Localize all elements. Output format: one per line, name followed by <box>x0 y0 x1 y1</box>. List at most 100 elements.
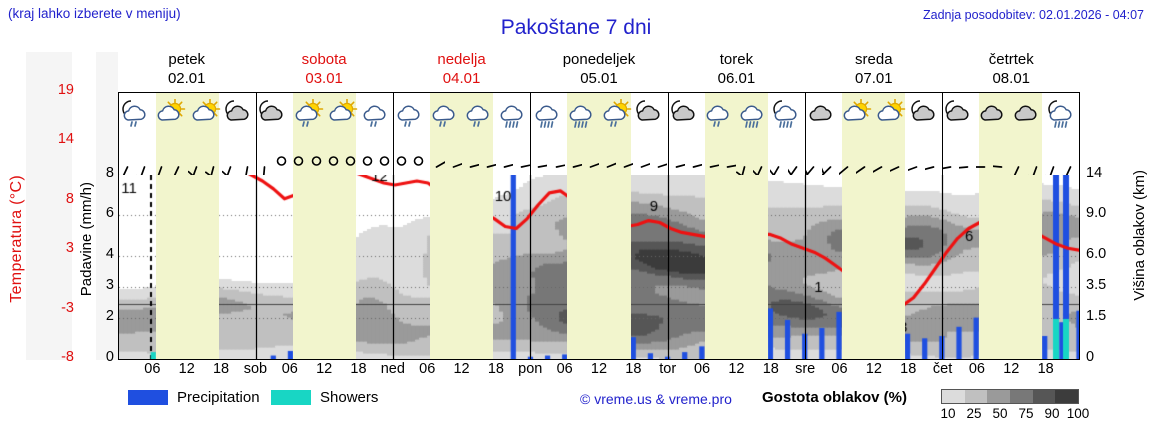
x-tick-label: 18 <box>625 361 642 377</box>
temperature-tick: 14 <box>57 131 74 148</box>
menu-note: (kraj lahko izberete v meniju) <box>8 6 181 21</box>
precipitation-legend-label: Precipitation <box>177 389 260 406</box>
legend-precipitation: Precipitation <box>128 389 260 406</box>
wind-barb <box>428 135 445 175</box>
precipitation-tick: 0 <box>105 349 114 365</box>
day-name: četrtek <box>988 51 1034 68</box>
cloud-drizzle-icon <box>359 93 393 135</box>
wind-barb <box>582 135 599 175</box>
day-date: 05.01 <box>580 70 618 87</box>
temperature-axis-title: Temperatura (°C) <box>8 175 25 303</box>
wind-barb <box>204 135 222 175</box>
wind-barb <box>633 135 651 175</box>
day-separator <box>941 135 943 175</box>
day-date: 07.01 <box>855 70 893 87</box>
cloud-icon <box>976 93 1010 135</box>
wind-barb <box>256 135 273 175</box>
x-tick-label: 18 <box>212 361 230 377</box>
wind-barb <box>616 135 634 175</box>
wind-barb <box>187 135 205 175</box>
cloudheight-axis-title: Višina oblakov (km) <box>1131 170 1148 301</box>
day-name: ponedeljek <box>562 51 636 68</box>
wind-barb <box>410 135 427 175</box>
x-tick-label: ned <box>380 361 405 377</box>
temperature-tick: -3 <box>61 299 74 316</box>
x-tick-label: 06 <box>968 361 985 377</box>
sun-cloud-icon <box>873 93 907 135</box>
x-tick-label: sob <box>243 361 268 377</box>
day-separator <box>256 175 258 359</box>
x-tick-label: 06 <box>693 361 711 377</box>
x-tick-label: pon <box>518 361 543 377</box>
wind-barb <box>838 135 856 175</box>
x-tick-label: 18 <box>762 361 779 377</box>
daylight-band <box>704 175 768 359</box>
daylight-band <box>430 135 494 175</box>
day-separator <box>393 93 395 135</box>
weather-icon-row <box>119 93 1079 135</box>
cloud-density-tick: 50 <box>992 406 1008 421</box>
x-axis-labels: 06 12 18 sob 06 12 18 ned 06 12 18 pon 06 12 18 tor 06 12… <box>118 361 1080 381</box>
cloud-drizzle-icon <box>702 93 736 135</box>
cloud-drizzle-icon <box>393 93 427 135</box>
showers-legend-label: Showers <box>320 389 379 406</box>
daylight-band <box>567 135 631 175</box>
temperature-tick: 8 <box>65 190 74 207</box>
wind-barb <box>668 135 685 175</box>
cloud-icon <box>1010 93 1044 135</box>
wind-barb <box>119 135 136 175</box>
x-tick-label: 18 <box>900 361 917 377</box>
sun-cloud-drizzle-icon <box>599 93 633 135</box>
day-header-row: petek 02.01 sobota 03.01 nedelja 04.01 ponedel… <box>118 50 1080 90</box>
wind-barb <box>308 135 325 175</box>
cloud-density-tick: 75 <box>1018 406 1034 421</box>
wind-barb <box>787 135 804 175</box>
cloudheight-tick: 14 <box>1086 165 1103 181</box>
cloud-density-ramp-step <box>942 390 965 403</box>
cloud-density-ramp-step <box>964 390 988 403</box>
x-tick-label: 12 <box>728 361 745 377</box>
cloud-density-ramp-step <box>1032 390 1056 403</box>
wind-barb <box>342 135 359 175</box>
wind-barb <box>924 135 942 175</box>
daylight-band <box>978 135 1042 175</box>
cloud-rain-icon <box>530 93 564 135</box>
day-separator <box>530 175 532 359</box>
wind-barb <box>702 135 719 175</box>
sun-cloud-icon <box>839 93 873 135</box>
day-header-torek: torek 06.01 <box>668 50 805 90</box>
temperature-tick: 3 <box>65 240 74 257</box>
wind-barb <box>1010 135 1027 175</box>
sun-cloud-icon <box>153 93 187 135</box>
x-tick-label: 06 <box>144 361 161 377</box>
cloud-density-tick: 25 <box>966 406 982 421</box>
day-date: 02.01 <box>167 70 206 87</box>
wind-barb <box>496 135 514 175</box>
x-tick-label: 06 <box>281 361 298 377</box>
temperature-tick: 19 <box>57 82 74 98</box>
wind-barb <box>753 135 770 175</box>
day-separator <box>804 175 806 359</box>
day-header-četrtek: četrtek 08.01 <box>943 50 1080 90</box>
day-name: nedelja <box>437 51 486 68</box>
credit-link[interactable]: © vreme.us & vreme.pro <box>580 391 732 407</box>
wind-barb <box>958 135 976 175</box>
day-date: 04.01 <box>442 70 481 87</box>
day-date: 08.01 <box>992 70 1031 87</box>
wind-barb <box>479 135 497 175</box>
showers-swatch <box>271 390 311 405</box>
page-title: Pakoštane 7 dni <box>500 16 652 39</box>
cloud-rain-icon <box>496 93 530 135</box>
moon-cloud-icon <box>256 93 290 135</box>
moon-cloud-icon <box>633 93 667 135</box>
wind-barb <box>548 135 565 175</box>
cloudheight-tick: 9.0 <box>1086 205 1107 221</box>
day-separator <box>393 175 395 359</box>
wind-barb <box>136 135 153 175</box>
x-tick-label: 12 <box>453 361 470 377</box>
cloud-icon <box>805 93 839 135</box>
wind-barb <box>325 135 342 175</box>
day-separator <box>393 135 395 175</box>
cloud-density-ramp-step <box>1055 390 1079 403</box>
cloud-density-ramp-step <box>987 390 1011 403</box>
